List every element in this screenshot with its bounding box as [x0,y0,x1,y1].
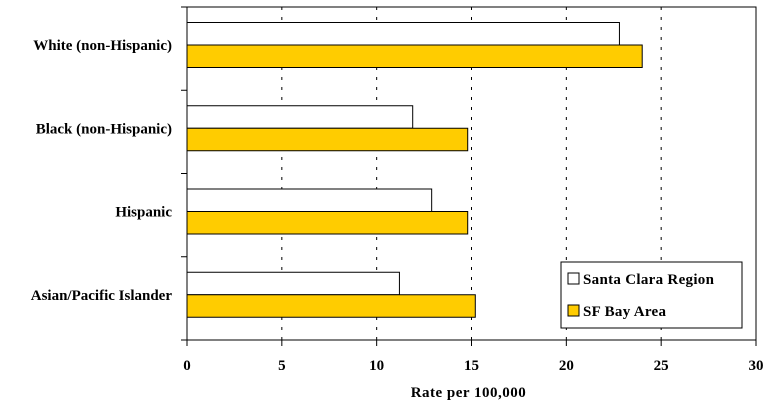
bar-sf-bay-area-1 [186,127,469,152]
x-tick-label-6: 30 [749,358,764,374]
x-tick-label-1: 5 [278,358,286,374]
x-tick-label-0: 0 [183,358,191,374]
x-tick-label-5: 25 [654,358,669,374]
category-label-2: Hispanic [115,205,172,221]
bar-santa-clara-3 [186,271,400,296]
bar-sf-bay-area-3 [186,294,476,318]
legend: Santa Clara Region SF Bay Area [560,261,743,329]
bar-santa-clara-0 [186,22,620,46]
bar-sf-bay-area-0 [186,44,643,68]
y-axis-ticks [181,6,187,341]
bar-santa-clara-2 [186,188,433,212]
legend-box [560,261,743,329]
category-label-1: Black (non-Hispanic) [36,121,172,137]
bar-santa-clara-1 [186,105,414,129]
legend-swatch-0 [567,272,580,285]
x-axis-ticks: 0 5 10 15 20 25 30 [183,340,764,374]
x-tick-label-3: 15 [464,358,479,374]
legend-label-1: SF Bay Area [583,304,667,320]
category-labels: White (non-Hispanic) Black (non-Hispanic)… [31,38,173,304]
x-axis-title: Rate per 100,000 [411,385,527,401]
x-tick-label-2: 10 [369,358,384,374]
category-label-0: White (non-Hispanic) [33,38,172,54]
legend-swatch-1 [567,304,580,317]
legend-label-0: Santa Clara Region [583,272,715,288]
x-tick-label-4: 20 [559,358,574,374]
bar-sf-bay-area-2 [186,211,469,235]
category-label-3: Asian/Pacific Islander [31,288,173,304]
